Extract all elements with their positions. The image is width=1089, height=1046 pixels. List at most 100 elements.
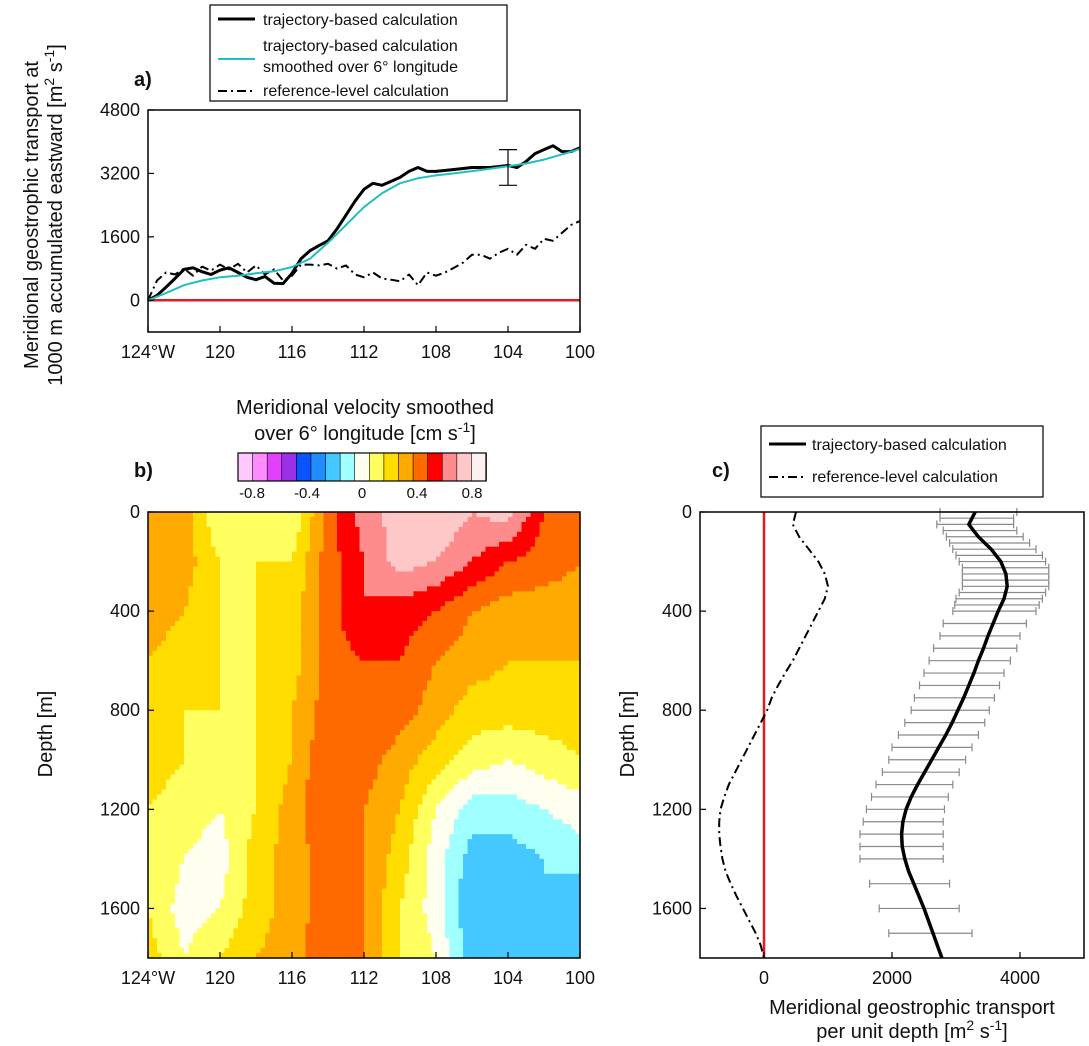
- heatmap-cell: [233, 749, 239, 756]
- heatmap-cell: [409, 541, 414, 548]
- heatmap-cell: [530, 715, 536, 721]
- heatmap-cell: [350, 586, 356, 592]
- heatmap-cell: [382, 556, 387, 562]
- heatmap-cell: [175, 531, 180, 538]
- heatmap-cell: [467, 710, 473, 716]
- heatmap-cell: [359, 685, 365, 691]
- heatmap-cell: [170, 759, 176, 766]
- heatmap-cell: [440, 536, 446, 543]
- heatmap-cell: [521, 744, 527, 751]
- heatmap-cell: [188, 571, 194, 577]
- heatmap-cell: [265, 571, 270, 577]
- heatmap-cell: [490, 536, 495, 543]
- heatmap-cell: [197, 561, 203, 567]
- heatmap-cell: [422, 512, 428, 518]
- heatmap-cell: [292, 759, 297, 766]
- heatmap-cell: [188, 616, 194, 622]
- heatmap-cell: [557, 725, 563, 731]
- heatmap-cell: [382, 655, 387, 662]
- heatmap-cell: [328, 700, 333, 706]
- heatmap-cell: [539, 749, 545, 756]
- heatmap-cell: [175, 611, 180, 617]
- heatmap-cell: [251, 720, 257, 726]
- heatmap-cell: [332, 561, 338, 567]
- heatmap-cell: [179, 645, 185, 652]
- heatmap-cell: [175, 744, 180, 751]
- heatmap-cell: [557, 710, 563, 716]
- heatmap-cell: [238, 715, 243, 721]
- heatmap-cell: [364, 645, 369, 652]
- heatmap-cell: [188, 512, 194, 518]
- heatmap-cell: [422, 749, 428, 756]
- heatmap-cell: [485, 601, 491, 607]
- heatmap-cell: [458, 611, 464, 617]
- heatmap-cell: [202, 749, 207, 756]
- heatmap-cell: [215, 744, 221, 751]
- heatmap-cell: [404, 730, 410, 736]
- heatmap-cell: [382, 710, 387, 716]
- heatmap-cell: [566, 759, 572, 766]
- heatmap-cell: [346, 576, 351, 582]
- heatmap-cell: [490, 630, 495, 637]
- heatmap-cell: [274, 551, 279, 557]
- heatmap-cell: [247, 516, 252, 523]
- heatmap-cell: [485, 596, 491, 602]
- heatmap-cell: [566, 715, 572, 721]
- heatmap-cell: [152, 725, 158, 731]
- heatmap-cell: [211, 566, 216, 572]
- heatmap-cell: [562, 715, 567, 721]
- heatmap-cell: [386, 606, 392, 612]
- heatmap-cell: [224, 531, 230, 538]
- heatmap-cell: [224, 715, 230, 721]
- heatmap-cell: [328, 606, 333, 612]
- heatmap-cell: [377, 601, 383, 607]
- heatmap-cell: [179, 521, 185, 528]
- heatmap-cell: [251, 655, 257, 662]
- heatmap-cell: [575, 625, 581, 632]
- heatmap-cell: [499, 730, 504, 736]
- heatmap-cell: [445, 749, 450, 756]
- heatmap-cell: [472, 744, 477, 751]
- heatmap-cell: [566, 616, 572, 622]
- heatmap-cell: [251, 561, 257, 567]
- heatmap-cell: [539, 744, 545, 751]
- heatmap-cell: [166, 625, 171, 632]
- heatmap-cell: [269, 725, 275, 731]
- heatmap-cell: [341, 586, 347, 592]
- heatmap-cell: [386, 621, 392, 627]
- heatmap-cell: [238, 739, 243, 746]
- heatmap-cell: [373, 735, 378, 741]
- heatmap-cell: [323, 621, 329, 627]
- heatmap-cell: [188, 611, 194, 617]
- heatmap-cell: [323, 739, 329, 746]
- heatmap-cell: [472, 700, 477, 706]
- heatmap-cell: [413, 725, 419, 731]
- heatmap-cell: [215, 670, 221, 676]
- heatmap-cell: [188, 556, 194, 562]
- heatmap-cell: [328, 650, 333, 657]
- heatmap-cell: [454, 744, 459, 751]
- heatmap-cell: [233, 705, 239, 711]
- heatmap-cell: [346, 526, 351, 533]
- heatmap-cell: [481, 526, 486, 533]
- heatmap-cell: [166, 606, 171, 612]
- heatmap-cell: [431, 680, 437, 686]
- heatmap-cell: [548, 675, 554, 681]
- heatmap-cell: [274, 521, 279, 528]
- heatmap-cell: [539, 630, 545, 637]
- heatmap-cell: [566, 660, 572, 667]
- heatmap-cell: [166, 705, 171, 711]
- heatmap-cell: [377, 680, 383, 686]
- heatmap-cell: [314, 685, 320, 691]
- heatmap-cell: [404, 625, 410, 632]
- heatmap-cell: [247, 725, 252, 731]
- heatmap-cell: [431, 749, 437, 756]
- heatmap-cell: [422, 739, 428, 746]
- heatmap-cell: [301, 675, 306, 681]
- heatmap-cell: [242, 720, 248, 726]
- heatmap-cell: [454, 670, 459, 676]
- heatmap-cell: [242, 675, 248, 681]
- heatmap-cell: [449, 710, 455, 716]
- heatmap-cell: [557, 566, 563, 572]
- heatmap-cell: [332, 606, 338, 612]
